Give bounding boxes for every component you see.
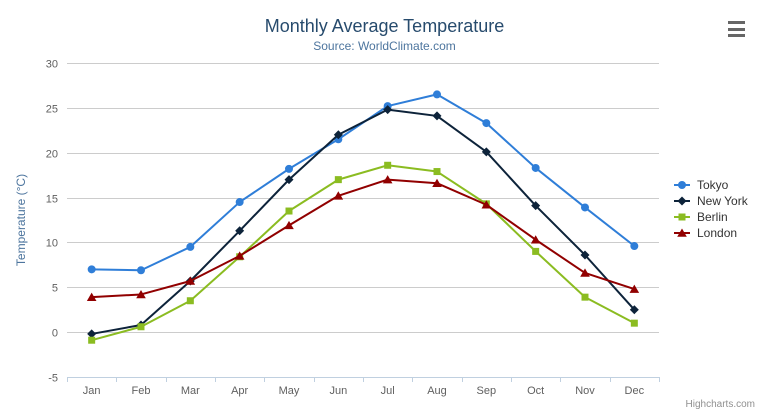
x-axis-tick-label: Aug [427,385,447,397]
data-point-berlin[interactable] [137,323,145,331]
data-point-new-york[interactable] [284,175,294,185]
series-line-berlin[interactable] [90,164,636,342]
series-line-tokyo[interactable] [90,93,636,272]
y-axis-tick-label: 30 [46,59,58,71]
data-point-berlin[interactable] [581,293,589,301]
data-point-new-york[interactable] [333,130,343,140]
data-point-tokyo[interactable] [186,242,195,251]
data-point-berlin[interactable] [334,176,342,184]
series-line-new-york[interactable] [90,108,636,335]
hamburger-bar [728,27,745,31]
legend-item-london[interactable]: London [673,225,748,241]
data-point-new-york[interactable] [87,329,97,339]
x-axis-tick-label: Oct [527,385,544,397]
data-point-london[interactable] [333,191,344,200]
data-point-london[interactable] [185,276,196,285]
legend-label: Berlin [697,210,728,224]
hamburger-icon [728,21,745,24]
legend-marker-square-icon [674,213,690,221]
legend-marker-triangle-icon [674,228,690,237]
data-point-london[interactable] [580,268,590,277]
x-axis-tick-label: Dec [625,385,645,397]
data-point-london[interactable] [382,175,393,184]
credits-link[interactable]: Highcharts.com [685,399,755,410]
data-point-tokyo[interactable] [581,203,589,212]
data-point-berlin[interactable] [532,247,540,255]
legend-marker-diamond-icon [674,196,690,206]
legend-label: New York [697,194,748,208]
data-point-london[interactable] [629,284,640,293]
export-menu-button[interactable] [726,19,750,39]
chart-title: Monthly Average Temperature [264,16,505,36]
x-axis-tick-label: Jun [329,385,347,397]
hamburger-bar [728,34,745,37]
data-point-new-york[interactable] [481,147,491,157]
y-axis-tick-label: 10 [46,238,58,250]
y-axis-title: Temperature (°C) [14,173,28,267]
data-point-london[interactable] [136,289,146,299]
data-point-new-york[interactable] [432,111,442,121]
data-point-tokyo[interactable] [482,119,491,128]
legend-marker-circle-icon [674,181,690,189]
y-axis-tick-label: 25 [46,104,58,116]
data-point-new-york[interactable] [383,105,393,115]
data-point-berlin[interactable] [433,168,441,176]
data-point-tokyo[interactable] [531,163,540,172]
data-point-tokyo[interactable] [630,242,639,251]
x-axis-tick-label: Jul [381,385,395,397]
y-axis-tick-label: 15 [46,194,58,206]
data-point-london[interactable] [284,220,294,230]
x-axis-tick-label: Feb [132,385,151,397]
data-point-berlin[interactable] [186,297,194,305]
data-point-tokyo[interactable] [285,164,293,173]
data-point-berlin[interactable] [88,336,96,344]
y-axis-tick-label: 20 [46,149,58,161]
legend-item-new-york[interactable]: New York [673,193,748,209]
x-axis-tick-label: Jan [83,385,101,397]
data-point-london[interactable] [86,292,97,301]
data-point-tokyo[interactable] [235,198,244,207]
chart-subtitle: Source: WorldClimate.com [313,39,456,53]
legend-item-tokyo[interactable]: Tokyo [673,177,748,193]
data-point-berlin[interactable] [285,207,293,215]
data-point-tokyo[interactable] [137,266,145,275]
x-axis-tick-label: Mar [181,385,200,397]
data-point-new-york[interactable] [629,305,639,315]
data-point-tokyo[interactable] [433,90,441,99]
x-axis-tick-label: Sep [477,385,497,397]
data-point-new-york[interactable] [580,250,590,260]
y-axis-tick-label: -5 [48,373,58,385]
y-axis-tick-label: 5 [52,283,58,295]
x-axis-tick-label: Nov [575,385,595,397]
y-axis-tick-label: 0 [52,328,58,340]
legend-label: Tokyo [697,178,729,192]
data-point-berlin[interactable] [384,161,392,169]
data-point-new-york[interactable] [235,226,245,236]
x-axis-tick-label: Apr [231,385,248,397]
x-axis-tick-label: May [279,385,300,397]
data-point-new-york[interactable] [531,201,541,211]
legend-item-berlin[interactable]: Berlin [673,209,748,225]
legend-label: London [697,226,738,240]
data-point-london[interactable] [234,251,245,260]
legend: Tokyo New York Berlin London [673,177,748,241]
data-point-london[interactable] [432,178,442,188]
data-point-berlin[interactable] [630,319,638,327]
data-point-tokyo[interactable] [87,265,96,274]
series-line-london[interactable] [90,178,636,299]
data-point-london[interactable] [530,235,541,244]
data-point-london[interactable] [481,200,492,209]
